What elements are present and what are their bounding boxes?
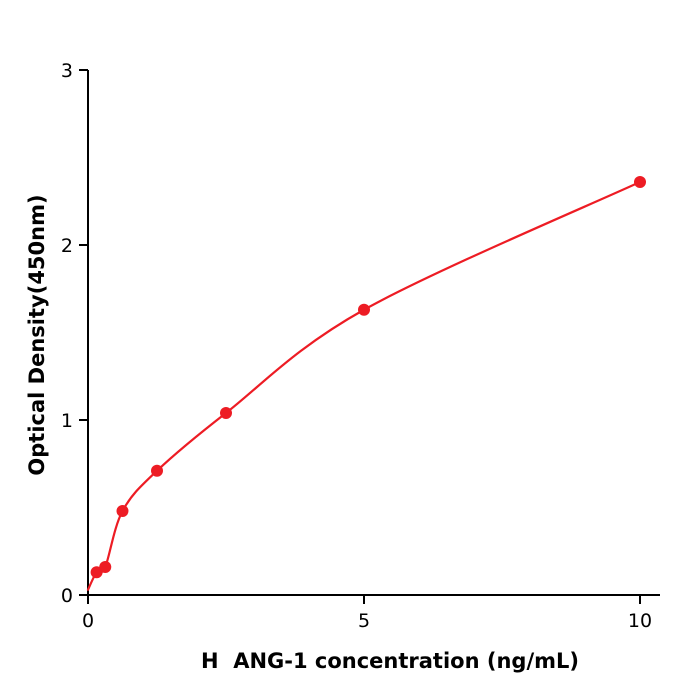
y-tick-label: 2 <box>61 235 73 257</box>
x-tick-label: 5 <box>358 610 370 632</box>
data-point <box>116 505 129 517</box>
data-point <box>634 176 646 188</box>
data-point <box>358 303 370 316</box>
x-axis-title: H ANG-1 concentration (ng/mL) <box>201 649 579 673</box>
plot-area: 0 1 2 3 0 5 10 <box>61 60 660 632</box>
data-point <box>220 407 232 419</box>
x-tick-label: 0 <box>82 610 94 632</box>
y-tick-label: 1 <box>61 410 73 432</box>
y-tick-label: 3 <box>61 60 73 82</box>
data-point <box>151 464 163 477</box>
y-axis-title: Optical Density(450nm) <box>25 194 49 475</box>
data-point <box>90 566 103 579</box>
y-tick-label: 0 <box>61 585 73 607</box>
fit-curve <box>86 180 642 591</box>
data-point <box>99 561 112 573</box>
x-tick-label: 10 <box>628 610 652 632</box>
